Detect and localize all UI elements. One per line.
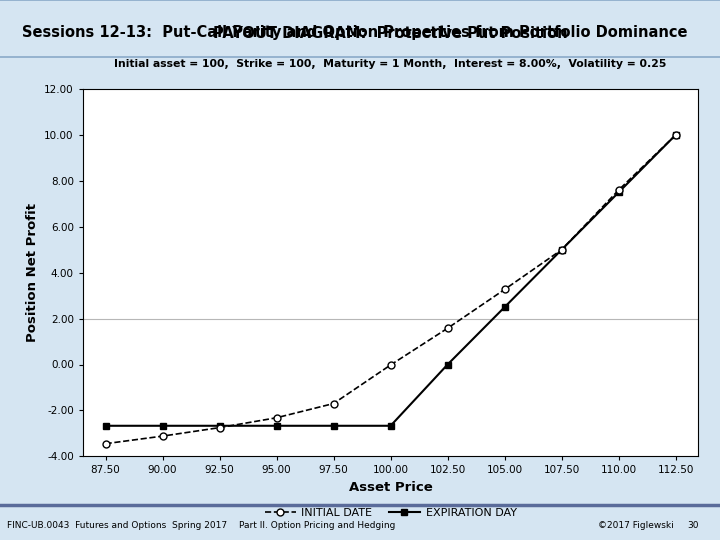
INITIAL DATE [671,132,680,138]
INITIAL DATE [386,362,395,368]
INITIAL DATE [329,400,338,407]
INITIAL DATE [272,415,281,421]
EXPIRATION DAY [102,422,110,429]
EXPIRATION DAY [272,422,281,429]
X-axis label: Asset Price: Asset Price [348,481,433,494]
Legend: INITIAL DATE, EXPIRATION DAY: INITIAL DATE, EXPIRATION DAY [260,503,521,522]
EXPIRATION DAY [671,132,680,138]
EXPIRATION DAY [215,422,224,429]
EXPIRATION DAY [557,246,566,253]
EXPIRATION DAY [386,422,395,429]
INITIAL DATE [500,286,509,293]
Text: FINC-UB.0043  Futures and Options  Spring 2017: FINC-UB.0043 Futures and Options Spring … [7,521,228,530]
Text: ©2017 Figlewski: ©2017 Figlewski [598,521,673,530]
Text: Part II. Option Pricing and Hedging: Part II. Option Pricing and Hedging [238,521,395,530]
EXPIRATION DAY [329,422,338,429]
INITIAL DATE [444,325,452,332]
Text: PAYOUT DIAGRAM:  Protective Put Position: PAYOUT DIAGRAM: Protective Put Position [213,26,568,42]
Line: EXPIRATION DAY: EXPIRATION DAY [102,132,679,429]
EXPIRATION DAY [614,189,623,195]
INITIAL DATE [557,246,566,253]
EXPIRATION DAY [158,422,167,429]
INITIAL DATE [102,441,110,447]
EXPIRATION DAY [444,361,452,368]
INITIAL DATE [158,433,167,440]
EXPIRATION DAY [500,304,509,310]
INITIAL DATE [215,424,224,431]
Text: Initial asset = 100,  Strike = 100,  Maturity = 1 Month,  Interest = 8.00%,  Vol: Initial asset = 100, Strike = 100, Matur… [114,59,667,69]
Text: 30: 30 [687,521,698,530]
Y-axis label: Position Net Profit: Position Net Profit [26,203,39,342]
Line: INITIAL DATE: INITIAL DATE [102,132,679,447]
INITIAL DATE [614,187,623,193]
Text: Sessions 12-13:  Put-Call Parity and Option Properties from Portfolio Dominance: Sessions 12-13: Put-Call Parity and Opti… [22,25,687,40]
